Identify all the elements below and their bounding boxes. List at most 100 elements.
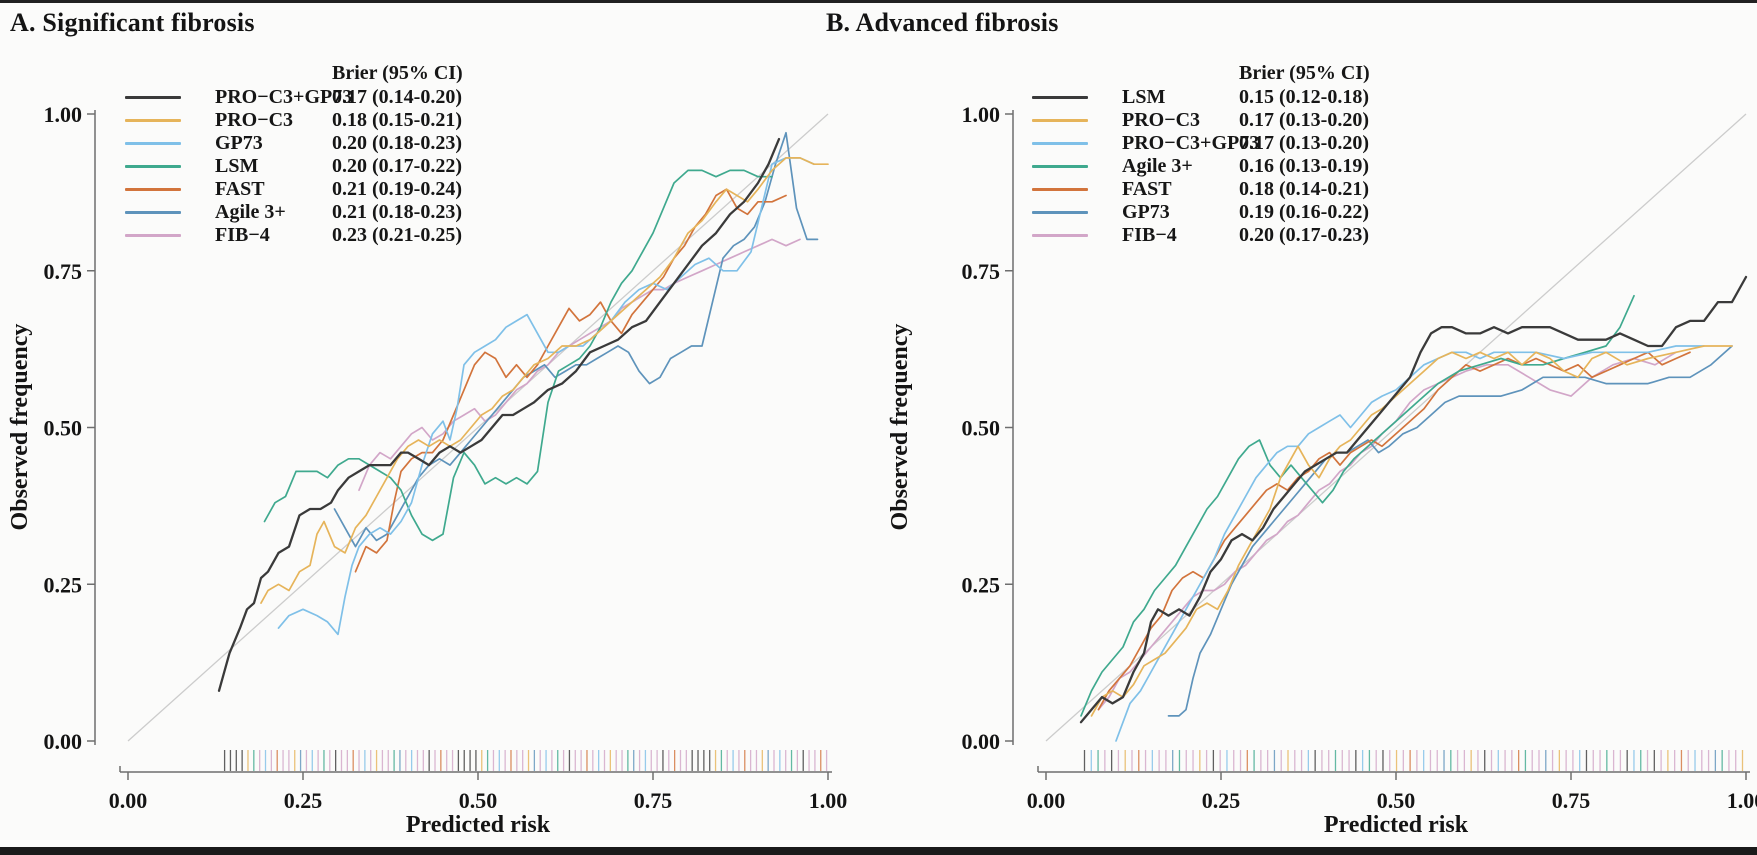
x-tick-label: 0.00 [1027, 788, 1066, 813]
legend-row: FIB−4 0.23 (0.21-0.25) [125, 224, 565, 247]
series-line-agile-3- [1080, 294, 1635, 717]
legend-series-name: Agile 3+ [215, 201, 286, 223]
legend-header: Brier (95% CI) [332, 62, 463, 84]
x-tick-label: 0.00 [109, 788, 148, 813]
y-axis: 1.00 0.75 0.50 0.25 0.00 [44, 102, 96, 754]
y-tick-label: 0.00 [962, 729, 1001, 754]
series-line-pro-c3-gp73 [1115, 345, 1705, 742]
legend-series-name: Agile 3+ [1122, 155, 1193, 177]
y-tick-label: 0.75 [962, 259, 1001, 284]
series-line-pro-c3 [1090, 345, 1733, 717]
x-tick-label: 1.00 [809, 788, 848, 813]
legend-series-name: FIB−4 [1122, 224, 1177, 246]
x-tick-label: 0.75 [634, 788, 673, 813]
x-tick-label: 0.50 [459, 788, 498, 813]
legend-line-swatch [1032, 142, 1088, 145]
legend-brier-value: 0.18 (0.15-0.21) [332, 109, 462, 131]
legend-row: PRO−C3+GP73 0.17 (0.13-0.20) [1032, 132, 1472, 155]
letterbox-bottom [0, 847, 1757, 855]
panel-b-title: B. Advanced fibrosis [826, 8, 1059, 37]
legend-line-swatch [1032, 119, 1088, 122]
panel-a-x-axis-title: Predicted risk [405, 812, 551, 838]
legend-brier-value: 0.20 (0.17-0.23) [1239, 224, 1369, 246]
legend-line-swatch [125, 96, 181, 99]
legend-row: Agile 3+ 0.21 (0.18-0.23) [125, 201, 565, 224]
panel-b-legend: Brier (95% CI) LSM 0.15 (0.12-0.18) PRO−C3 0… [1032, 62, 1472, 247]
y-axis: 1.00 0.75 0.50 0.25 0.00 [962, 102, 1014, 754]
legend-series-name: FAST [1122, 178, 1172, 200]
y-tick-label: 0.75 [44, 259, 83, 284]
legend-brier-value: 0.17 (0.14-0.20) [332, 86, 462, 108]
legend-line-swatch [125, 119, 181, 122]
y-tick-label: 1.00 [962, 102, 1001, 127]
series-line-lsm [263, 169, 773, 542]
legend-row: LSM 0.20 (0.17-0.22) [125, 155, 565, 178]
legend-brier-value: 0.18 (0.14-0.21) [1239, 178, 1369, 200]
series-line-agile-3- [333, 131, 819, 548]
legend-line-swatch [1032, 96, 1088, 99]
y-tick-label: 1.00 [44, 102, 83, 127]
legend-brier-value: 0.16 (0.13-0.19) [1239, 155, 1369, 177]
x-axis: 0.00 0.25 0.50 0.75 1.00 [1027, 766, 1757, 813]
legend-line-swatch [125, 188, 181, 191]
legend-row: PRO−C3 0.17 (0.13-0.20) [1032, 109, 1472, 132]
reference-diagonal [127, 113, 829, 742]
reference-diagonal [1045, 113, 1747, 742]
legend-brier-value: 0.21 (0.19-0.24) [332, 178, 462, 200]
legend-row: GP73 0.19 (0.16-0.22) [1032, 201, 1472, 224]
legend-brier-value: 0.15 (0.12-0.18) [1239, 86, 1369, 108]
legend-line-swatch [1032, 211, 1088, 214]
legend-series-name: PRO−C3 [1122, 109, 1201, 131]
x-tick-label: 1.00 [1727, 788, 1757, 813]
legend-brier-value: 0.17 (0.13-0.20) [1239, 109, 1369, 131]
legend-line-swatch [125, 234, 181, 237]
legend-row: FAST 0.21 (0.19-0.24) [125, 178, 565, 201]
panel-A: 1.00 0.75 0.50 0.25 0.00 0.00 0.25 0.50 0.75 1.00 [44, 102, 848, 813]
legend-line-swatch [1032, 165, 1088, 168]
series-line-gp73 [277, 157, 815, 636]
legend-row: FIB−4 0.20 (0.17-0.23) [1032, 224, 1472, 247]
panel-a-title: A. Significant fibrosis [10, 8, 255, 37]
legend-row: GP73 0.20 (0.18-0.23) [125, 132, 565, 155]
y-tick-label: 0.00 [44, 729, 83, 754]
series-line-fast [354, 188, 787, 573]
legend-brier-value: 0.17 (0.13-0.20) [1239, 132, 1369, 154]
legend-series-name: GP73 [1122, 201, 1170, 223]
legend-row: FAST 0.18 (0.14-0.21) [1032, 178, 1472, 201]
y-tick-label: 0.25 [962, 572, 1001, 597]
legend-brier-value: 0.21 (0.18-0.23) [332, 201, 462, 223]
legend-series-name: FIB−4 [215, 224, 270, 246]
legend-line-swatch [1032, 188, 1088, 191]
legend-line-swatch [125, 142, 181, 145]
letterbox-top [0, 0, 1757, 3]
panel-a-y-axis-title: Observed frequency [7, 323, 33, 531]
x-tick-label: 0.50 [1377, 788, 1416, 813]
legend-brier-value: 0.20 (0.17-0.22) [332, 155, 462, 177]
x-axis: 0.00 0.25 0.50 0.75 1.00 [109, 766, 848, 813]
legend-row: PRO−C3 0.18 (0.15-0.21) [125, 109, 565, 132]
series-line-gp73 [1167, 345, 1733, 717]
panel-a-legend: Brier (95% CI) PRO−C3+GP73 0.17 (0.14-0.20… [125, 62, 565, 247]
panel-b-y-axis-title: Observed frequency [887, 323, 913, 531]
panel-b-x-axis-title: Predicted risk [1323, 812, 1469, 838]
y-tick-label: 0.25 [44, 572, 83, 597]
x-tick-label: 0.25 [1202, 788, 1241, 813]
legend-brier-value: 0.23 (0.21-0.25) [332, 224, 462, 246]
legend-row: PRO−C3+GP73 0.17 (0.14-0.20) [125, 86, 565, 109]
y-tick-label: 0.50 [962, 416, 1001, 441]
legend-series-name: LSM [215, 155, 259, 177]
legend-series-name: PRO−C3+GP73 [215, 86, 353, 108]
legend-series-name: PRO−C3 [215, 109, 294, 131]
panel-B: 1.00 0.75 0.50 0.25 0.00 0.00 0.25 0.50 0.75 1.00 [962, 102, 1757, 813]
series-line-fast [1097, 351, 1691, 711]
series-line-pro-c3 [260, 157, 829, 604]
series-line-fib-4 [1097, 351, 1677, 711]
rug-plot [1083, 750, 1744, 771]
legend-series-name: PRO−C3+GP73 [1122, 132, 1260, 154]
legend-series-name: GP73 [215, 132, 263, 154]
series-line-lsm [1079, 275, 1748, 724]
x-tick-label: 0.25 [284, 788, 323, 813]
legend-series-name: FAST [215, 178, 265, 200]
legend-row: Agile 3+ 0.16 (0.13-0.19) [1032, 155, 1472, 178]
y-tick-label: 0.50 [44, 416, 83, 441]
